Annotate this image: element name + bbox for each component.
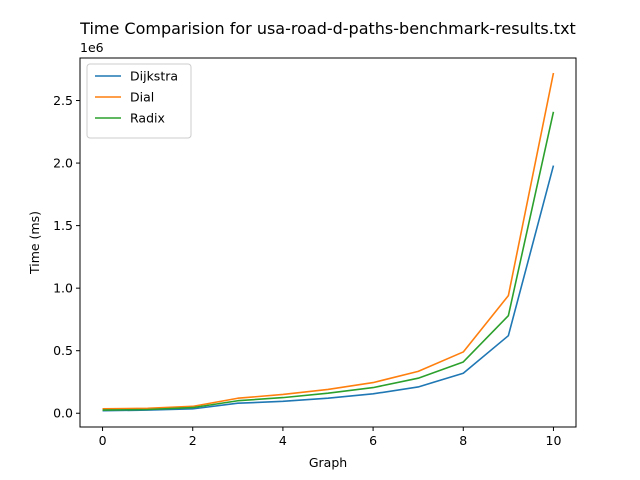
plot-area (102, 72, 555, 412)
series-line-dijkstra (102, 165, 555, 412)
y-axis-label: Time (ms) (27, 211, 42, 275)
series-line-radix (102, 111, 555, 411)
legend-label: Dial (130, 90, 154, 105)
legend: Dijkstra Dial Radix (86, 63, 192, 139)
x-axis-label: Graph (309, 455, 347, 470)
chart-title: Time Comparision for usa-road-d-paths-be… (79, 19, 576, 38)
legend-box (86, 63, 192, 139)
y-tick-label: 1.5 (53, 218, 73, 233)
y-axis-ticks: 0.0 0.5 1.0 1.5 2.0 2.5 (53, 93, 80, 421)
x-tick-label: 2 (189, 433, 197, 448)
x-tick-label: 10 (546, 433, 562, 448)
x-tick-label: 4 (279, 433, 287, 448)
y-tick-label: 2.5 (53, 93, 73, 108)
series-line-dial (102, 72, 555, 410)
legend-label: Radix (130, 111, 165, 126)
x-tick-label: 0 (99, 433, 107, 448)
y-tick-label: 2.0 (53, 156, 73, 171)
y-tick-label: 0.5 (53, 343, 73, 358)
y-offset-label: 1e6 (80, 40, 104, 55)
axes-frame (79, 57, 577, 428)
legend-label: Dijkstra (130, 69, 178, 84)
x-tick-label: 6 (369, 433, 377, 448)
x-axis-ticks: 0 2 4 6 8 10 (99, 427, 562, 448)
x-tick-label: 8 (459, 433, 467, 448)
y-tick-label: 1.0 (53, 281, 73, 296)
y-tick-label: 0.0 (53, 406, 73, 421)
